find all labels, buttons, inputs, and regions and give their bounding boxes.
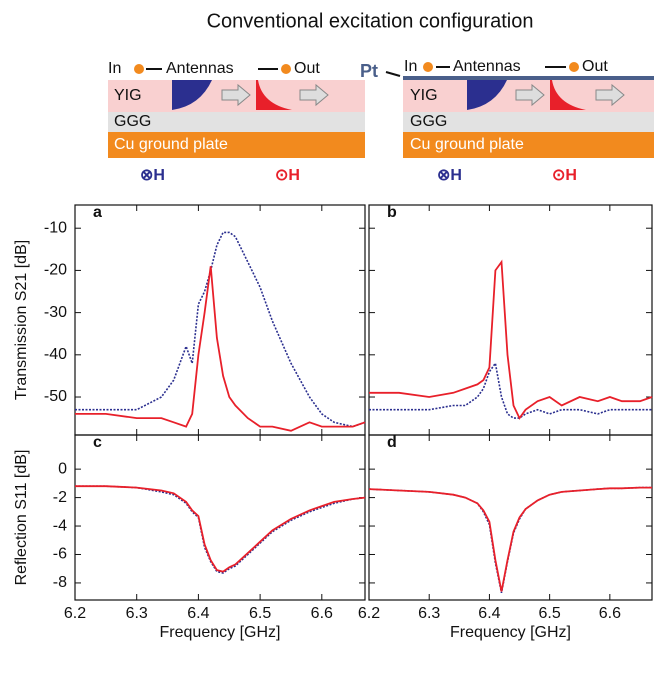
x-tick-label: 6.3	[126, 605, 148, 622]
field-label: ⊙H	[275, 167, 300, 184]
layer-label: YIG	[410, 87, 438, 104]
x-tick-label: 6.4	[478, 605, 500, 622]
layer-label: GGG	[410, 113, 447, 130]
panel: 6.2 6.3 6.4 6.5 6.6 d Frequency [GHz]	[358, 434, 653, 641]
title: Conventional excitation configuration	[207, 10, 534, 32]
y-tick-label: -50	[44, 388, 67, 405]
series-line	[369, 361, 652, 419]
port	[134, 64, 144, 74]
layer-label: GGG	[114, 113, 151, 130]
arrow	[299, 83, 329, 107]
arrow	[595, 83, 625, 107]
frame	[368, 204, 653, 436]
y-axis-label: Transmission S21 [dB]	[13, 240, 30, 400]
arrow	[515, 83, 545, 107]
y-tick-label: -20	[44, 262, 67, 279]
series-line	[75, 485, 366, 573]
arrow	[385, 71, 401, 77]
field-label: ⊗H	[140, 167, 165, 184]
field-label: ⊙H	[552, 167, 577, 184]
cu-layer	[403, 132, 654, 158]
y-tick-label: -2	[53, 489, 67, 506]
y-axis-label: Reflection S11 [dB]	[13, 450, 30, 586]
panel-label: b	[387, 204, 397, 221]
series-line	[75, 231, 366, 428]
panel: b	[368, 204, 653, 436]
x-tick-label: 6.3	[418, 605, 440, 622]
arrow	[221, 83, 251, 107]
panel-label: c	[93, 434, 102, 451]
y-tick-label: -6	[53, 546, 67, 563]
antenna	[550, 80, 586, 110]
y-tick-label: -8	[53, 574, 67, 591]
series-line	[75, 485, 366, 574]
x-axis-label: Frequency [GHz]	[160, 624, 281, 641]
out-label: Out	[294, 60, 320, 77]
field-label: ⊗H	[437, 167, 462, 184]
port	[569, 62, 579, 72]
diagram-left: In Antennas Out YIG GGG Cu ground plate …	[108, 60, 365, 184]
x-axis-label: Frequency [GHz]	[450, 624, 571, 641]
x-tick-label: 6.6	[311, 605, 333, 622]
pt-label: Pt	[360, 61, 378, 81]
panel-label: a	[93, 204, 102, 221]
y-tick-label: -10	[44, 219, 67, 236]
antennas-label: Antennas	[453, 58, 521, 75]
layer-label: Cu ground plate	[114, 136, 228, 153]
x-tick-label: 6.6	[599, 605, 621, 622]
antennas-label: Antennas	[166, 60, 234, 77]
cu-layer	[108, 132, 365, 158]
x-tick-label: 6.2	[358, 605, 380, 622]
x-tick-label: 6.5	[249, 605, 271, 622]
y-tick-label: -30	[44, 304, 67, 321]
series-line	[369, 259, 653, 420]
panel: -10 -20 -30 -40 -50 a Transmission S21 [dB]	[13, 204, 366, 436]
y-tick-label: -40	[44, 346, 67, 363]
y-tick-label: -4	[53, 517, 67, 534]
diagram-right: Pt In Antennas Out YIG GGG Cu ground pla…	[360, 58, 654, 184]
ggg-layer	[403, 112, 654, 132]
layer-label: YIG	[114, 87, 142, 104]
pt-layer	[403, 76, 654, 80]
series-line	[368, 486, 652, 594]
x-tick-label: 6.4	[187, 605, 209, 622]
ggg-layer	[108, 112, 365, 132]
out-label: Out	[582, 58, 608, 75]
in-label: In	[108, 60, 121, 77]
panel: 0 -2 -4 -6 -8 6.2 6.3 6.4 6.5 6.6 c Reflection S11 …	[13, 434, 366, 641]
x-tick-label: 6.5	[539, 605, 561, 622]
port	[281, 64, 291, 74]
panel-label: d	[387, 434, 397, 451]
antenna	[172, 80, 212, 110]
series-line	[368, 486, 652, 592]
series-line	[75, 266, 366, 432]
frame	[368, 434, 653, 601]
in-label: In	[404, 58, 417, 75]
frame	[74, 434, 366, 601]
layer-label: Cu ground plate	[410, 136, 524, 153]
antenna	[256, 80, 292, 110]
y-tick-label: 0	[58, 460, 67, 477]
port	[423, 62, 433, 72]
antenna	[467, 80, 507, 110]
x-tick-label: 6.2	[64, 605, 86, 622]
